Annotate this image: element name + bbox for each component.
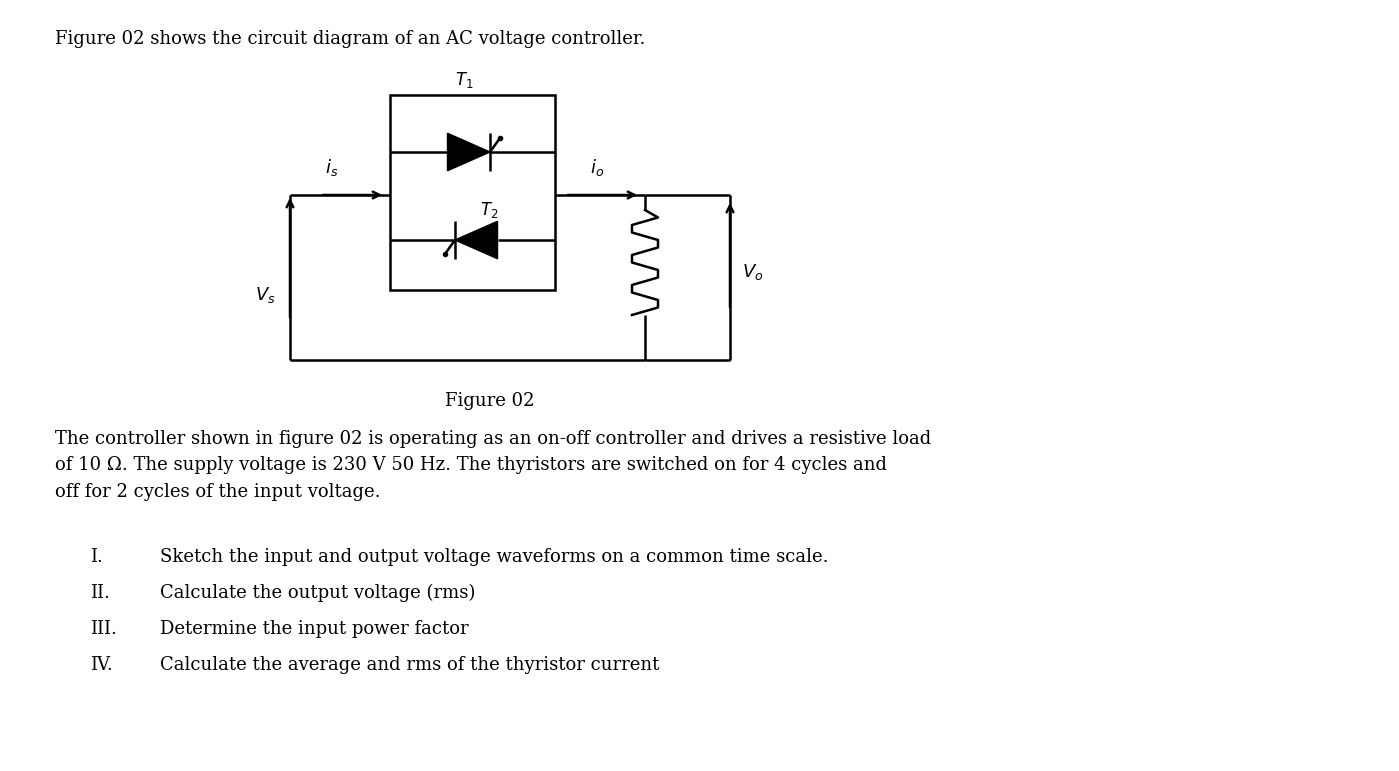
Text: Figure 02: Figure 02 [445,392,534,410]
Text: $T_1$: $T_1$ [455,70,474,90]
Text: $T_2$: $T_2$ [480,200,499,220]
Text: Calculate the average and rms of the thyristor current: Calculate the average and rms of the thy… [159,656,659,674]
Text: $i_s$: $i_s$ [325,157,339,178]
Text: I.: I. [90,548,104,566]
Text: $i_o$: $i_o$ [590,157,604,178]
Text: Sketch the input and output voltage waveforms on a common time scale.: Sketch the input and output voltage wave… [159,548,828,566]
Polygon shape [455,221,498,259]
Bar [390,95,555,290]
Text: The controller shown in figure 02 is operating as an on-off controller and drive: The controller shown in figure 02 is ope… [55,430,932,501]
Text: Figure 02 shows the circuit diagram of an AC voltage controller.: Figure 02 shows the circuit diagram of a… [55,30,645,48]
Text: IV.: IV. [90,656,113,674]
Polygon shape [448,133,490,170]
Text: Calculate the output voltage (rms): Calculate the output voltage (rms) [159,584,476,602]
Text: $V_s$: $V_s$ [255,285,276,305]
Text: Determine the input power factor: Determine the input power factor [159,620,469,638]
Text: III.: III. [90,620,118,638]
Text: $V_o$: $V_o$ [741,262,764,282]
Text: II.: II. [90,584,111,602]
